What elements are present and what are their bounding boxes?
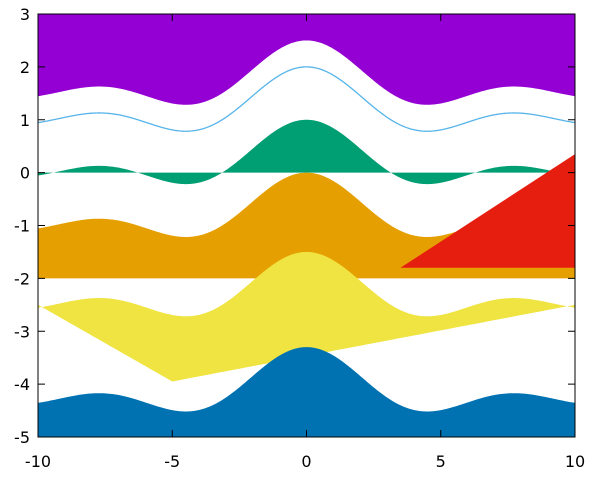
- plot-area: [37, 14, 576, 437]
- series-5-area: [38, 251, 575, 382]
- y-tick-label: -4: [14, 375, 30, 394]
- y-tick-label: 3: [20, 5, 30, 24]
- y-tick-label: -2: [14, 269, 30, 288]
- y-tick-label: -1: [14, 217, 30, 236]
- series-2-line: [37, 66, 576, 132]
- y-tick-label: -5: [14, 428, 30, 447]
- series-1-area: [38, 14, 575, 105]
- y-tick-label: 2: [20, 58, 30, 77]
- y-tick-label: -3: [14, 322, 30, 341]
- series-3-area: [38, 119, 575, 185]
- x-tick-label: 10: [565, 452, 585, 471]
- x-tick-label: -10: [25, 452, 51, 471]
- x-tick-label: -5: [164, 452, 180, 471]
- tick-marks: [37, 13, 576, 438]
- y-tick-label: 0: [20, 164, 30, 183]
- series-7-triangle: [400, 154, 575, 268]
- series-6-area: [38, 347, 575, 437]
- x-tick-label: 5: [436, 452, 446, 471]
- y-tick-label: 1: [20, 111, 30, 130]
- x-tick-label: 0: [301, 452, 311, 471]
